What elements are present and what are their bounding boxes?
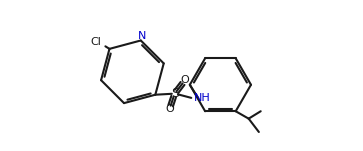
Text: Cl: Cl (90, 37, 101, 47)
Text: O: O (165, 104, 174, 114)
Text: N: N (138, 31, 146, 41)
Text: S: S (171, 87, 179, 100)
Text: O: O (180, 76, 189, 85)
Text: NH: NH (194, 93, 211, 103)
